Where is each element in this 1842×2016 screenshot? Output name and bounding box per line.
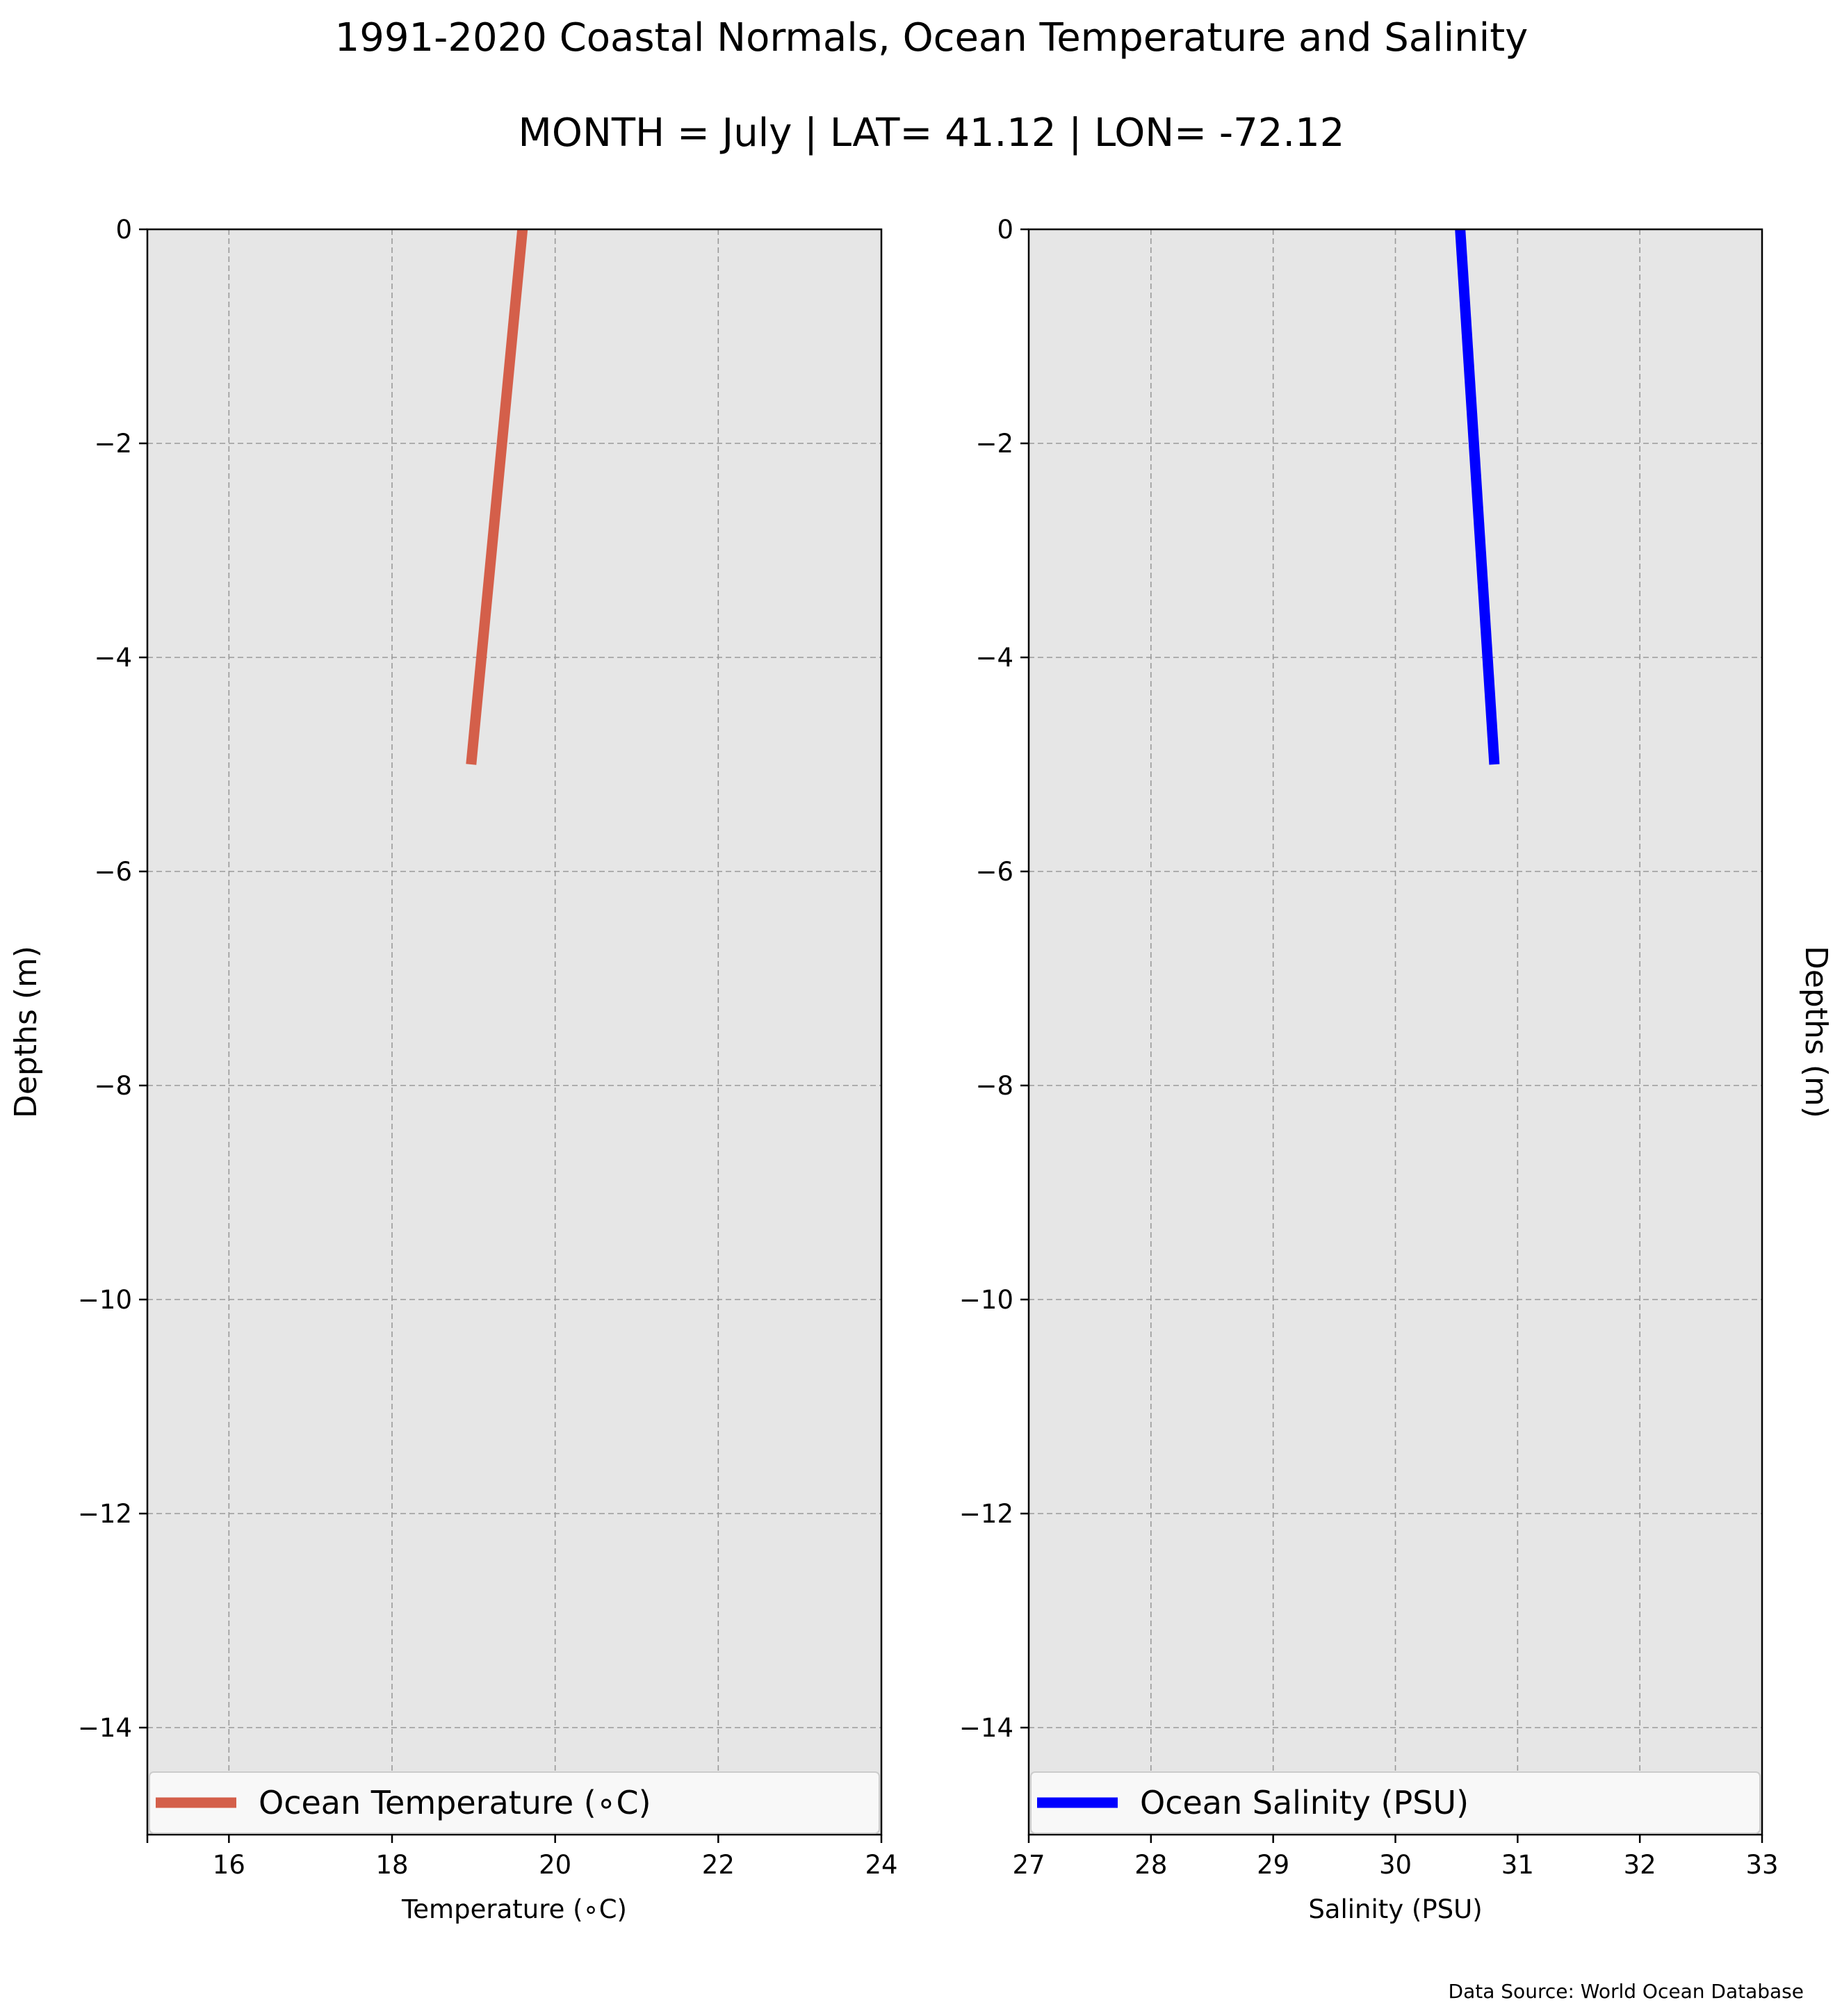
y-tick-label: −4 <box>975 643 1013 673</box>
series-line <box>1455 229 1500 765</box>
plot-area <box>147 229 881 1835</box>
legend: Ocean Salinity (PSU) <box>1030 1771 1761 1834</box>
data-source-note: Data Source: World Ocean Database <box>1449 1980 1804 2003</box>
x-tick-label: 28 <box>1134 1850 1167 1880</box>
y-tick-label: −2 <box>94 429 132 459</box>
legend-box <box>1030 1771 1761 1834</box>
y-tick-label: −14 <box>78 1713 132 1743</box>
y-tick-label: −6 <box>975 857 1013 887</box>
y-axis-label: Depths (m) <box>8 946 44 1118</box>
y-axis-label: Depths (m) <box>1798 946 1834 1118</box>
y-tick-label: 0 <box>997 215 1013 245</box>
figure-title: 1991-2020 Coastal Normals, Ocean Tempera… <box>335 15 1529 60</box>
x-tick-label: 33 <box>1745 1850 1778 1880</box>
x-tick-label: 30 <box>1379 1850 1412 1880</box>
y-tick-label: −12 <box>959 1499 1013 1529</box>
y-tick-label: −12 <box>78 1499 132 1529</box>
x-axis-label: Temperature (∘C) <box>401 1894 627 1924</box>
y-tick-label: −14 <box>959 1713 1013 1743</box>
series-line <box>466 229 528 765</box>
x-tick-label: 29 <box>1257 1850 1289 1880</box>
legend-label: Ocean Temperature (∘C) <box>259 1784 651 1821</box>
y-tick-label: −2 <box>975 429 1013 459</box>
x-tick-label: 22 <box>702 1850 735 1880</box>
x-tick-label: 20 <box>539 1850 571 1880</box>
y-tick-label: −10 <box>78 1285 132 1315</box>
legend: Ocean Temperature (∘C) <box>149 1771 880 1834</box>
figure-subtitle: MONTH = July | LAT= 41.12 | LON= -72.12 <box>519 110 1345 156</box>
legend-box <box>149 1771 880 1834</box>
x-tick-label: 18 <box>375 1850 408 1880</box>
y-tick-label: −4 <box>94 643 132 673</box>
y-tick-label: −8 <box>975 1071 1013 1101</box>
x-tick-label: 24 <box>865 1850 897 1880</box>
x-tick-label: 32 <box>1624 1850 1656 1880</box>
x-tick-label: 31 <box>1501 1850 1534 1880</box>
x-tick-label: 16 <box>213 1850 245 1880</box>
legend-label: Ocean Salinity (PSU) <box>1140 1784 1469 1821</box>
y-tick-label: −10 <box>959 1285 1013 1315</box>
y-tick-label: 0 <box>115 215 132 245</box>
temperature-panel: 0 −2 −4 −6 −8 −10 −12 −14 16 18 20 22 24 Temperature … <box>8 215 898 1924</box>
y-tick-label: −6 <box>94 857 132 887</box>
plot-frame <box>146 228 883 1836</box>
x-tick-label: 27 <box>1012 1850 1045 1880</box>
salinity-panel: 0 −2 −4 −6 −8 −10 −12 −14 27 28 29 30 31 32 33 Salinity… <box>959 215 1834 1924</box>
y-tick-label: −8 <box>94 1071 132 1101</box>
x-axis-label: Salinity (PSU) <box>1308 1894 1482 1924</box>
